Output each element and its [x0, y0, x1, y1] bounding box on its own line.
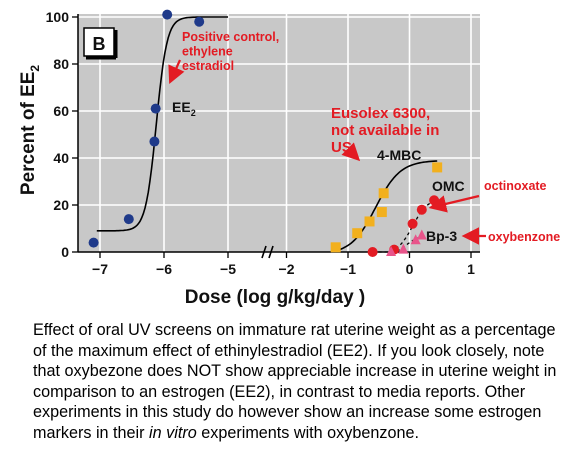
- annotation-positive-control-line: Positive control,: [182, 30, 279, 44]
- panel-label: B: [93, 34, 106, 54]
- plot-background: [78, 14, 480, 252]
- annotation-positive-control-line: ethylene: [182, 45, 233, 59]
- data-point-omc: [429, 195, 440, 206]
- arrow-octinoxate: [428, 194, 480, 213]
- series-label-bp-3: Bp-3: [426, 228, 457, 244]
- data-point-omc: [416, 204, 427, 215]
- series-label-ee2-subscript: 2: [191, 108, 196, 118]
- axis-break-mark: [268, 245, 274, 259]
- data-point-4-mbc: [378, 188, 389, 199]
- data-point-ee: [149, 136, 160, 147]
- series-label-ee2: EE2: [172, 99, 196, 118]
- y-axis-label: Percent of EE2: [18, 65, 42, 196]
- series-label-4-mbc: 4-MBC: [377, 147, 421, 163]
- data-point-ee: [194, 16, 205, 27]
- x-tick-label: −7: [92, 261, 108, 277]
- arrow-eusolex: [341, 142, 361, 162]
- data-point-bp-3: [410, 234, 421, 245]
- caption-text: Effect of oral UV screens on immature ra…: [33, 321, 557, 442]
- data-point-bp-3: [386, 246, 397, 256]
- mbc-fit-curve: [335, 160, 438, 252]
- data-point-4-mbc: [432, 162, 443, 173]
- axis-break-mark: [261, 245, 267, 259]
- y-tick-label: 100: [46, 9, 70, 25]
- annotation-positive-control: Positive control, ethylene estradiol: [182, 30, 279, 73]
- data-point-ee: [162, 9, 173, 20]
- y-tick-label: 0: [61, 244, 69, 260]
- caption-text-end: experiments with oxybenzone.: [196, 423, 419, 442]
- x-tick-label: −6: [156, 261, 172, 277]
- x-axis-label: Dose (log g/kg/day ): [185, 287, 366, 308]
- data-point-bp-3: [398, 243, 409, 254]
- data-point-4-mbc: [376, 207, 387, 218]
- annotation-eusolex-line: not available in: [331, 122, 439, 139]
- data-point-ee: [150, 103, 161, 114]
- arrow-positive-control: [168, 59, 185, 85]
- series-label-omc: OMC: [432, 178, 465, 194]
- figure-caption: Effect of oral UV screens on immature ra…: [33, 320, 573, 443]
- ee2-fit-curve: [96, 16, 228, 232]
- x-tick-label: 0: [406, 261, 414, 277]
- annotation-positive-control-line: estradiol: [182, 59, 234, 73]
- annotation-eusolex-line: Eusolex 6300,: [331, 105, 430, 122]
- y-tick-label: 60: [53, 103, 69, 119]
- annotation-eusolex-line: US: [331, 139, 352, 156]
- caption-italic-text: in vitro: [149, 423, 197, 442]
- panel-label-box: [83, 27, 115, 57]
- data-point-4-mbc: [330, 242, 341, 253]
- data-point-omc: [407, 218, 418, 229]
- y-axis-label-subscript: 2: [28, 65, 42, 72]
- data-point-bp-3: [416, 229, 427, 240]
- annotation-octinoxate: octinoxate: [484, 179, 547, 193]
- y-tick-label: 20: [53, 197, 69, 213]
- x-tick-label: 1: [467, 261, 475, 277]
- y-tick-label: 80: [53, 56, 69, 72]
- y-tick-label: 40: [53, 150, 69, 166]
- data-point-4-mbc: [352, 228, 363, 239]
- annotation-oxybenzone: oxybenzone: [488, 230, 560, 244]
- x-tick-label: −1: [340, 261, 356, 277]
- data-point-4-mbc: [364, 216, 375, 227]
- data-point-ee: [123, 214, 134, 225]
- data-point-ee: [88, 237, 99, 248]
- x-tick-label: −2: [279, 261, 295, 277]
- dose-response-chart: 0 20 40 60 80 100 −7 −6 −5 −2 −1 0 1 Dose (log g/kg/d…: [18, 9, 560, 308]
- x-tick-label: −5: [220, 261, 236, 277]
- data-point-omc: [367, 247, 378, 257]
